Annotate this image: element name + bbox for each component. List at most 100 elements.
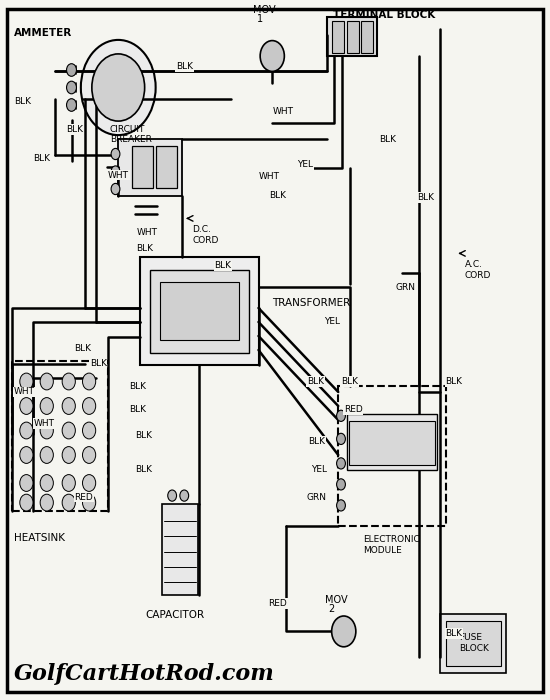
Text: BLK: BLK: [135, 431, 152, 440]
Circle shape: [82, 494, 96, 511]
Circle shape: [20, 475, 33, 491]
Text: BLK: BLK: [308, 437, 325, 445]
Bar: [332, 21, 344, 52]
Text: AMMETER: AMMETER: [14, 28, 72, 38]
Circle shape: [20, 398, 33, 414]
Bar: [118, 139, 182, 196]
Circle shape: [62, 422, 75, 439]
Text: FUSE
BLOCK: FUSE BLOCK: [459, 634, 489, 653]
Bar: [361, 21, 373, 52]
Circle shape: [67, 64, 76, 76]
Text: CIRCUIT
BREAKER: CIRCUIT BREAKER: [110, 125, 152, 144]
Text: BLK: BLK: [90, 360, 107, 368]
Circle shape: [332, 616, 356, 647]
Text: WHT: WHT: [34, 419, 55, 428]
Text: RED: RED: [268, 599, 287, 608]
Text: A.C.
CORD: A.C. CORD: [465, 260, 491, 280]
Bar: [140, 257, 258, 365]
Text: ELECTRONIC
MODULE: ELECTRONIC MODULE: [363, 536, 420, 555]
Text: TRANSFORMER: TRANSFORMER: [272, 298, 350, 308]
Text: YEL: YEL: [311, 465, 327, 473]
Text: CAPACITOR: CAPACITOR: [146, 610, 205, 620]
Text: BLK: BLK: [136, 244, 153, 253]
Text: BLK: BLK: [176, 62, 193, 71]
Bar: [156, 146, 177, 188]
Circle shape: [67, 99, 76, 111]
Circle shape: [82, 398, 96, 414]
Circle shape: [40, 475, 53, 491]
Text: BLK: BLK: [270, 192, 287, 200]
Text: BLK: BLK: [129, 405, 146, 414]
Text: YEL: YEL: [324, 318, 340, 326]
Text: GRN: GRN: [307, 493, 327, 501]
Text: BLK: BLK: [446, 629, 463, 638]
Text: GRN: GRN: [396, 283, 416, 291]
Circle shape: [92, 54, 145, 121]
Circle shape: [40, 373, 53, 390]
Circle shape: [62, 398, 75, 414]
Bar: [327, 18, 377, 56]
Circle shape: [40, 447, 53, 463]
Circle shape: [82, 422, 96, 439]
Circle shape: [337, 479, 345, 490]
Bar: [346, 21, 359, 52]
Bar: [162, 504, 198, 595]
Text: BLK: BLK: [129, 382, 146, 391]
Circle shape: [62, 373, 75, 390]
Text: MOV: MOV: [253, 6, 276, 15]
Circle shape: [111, 183, 120, 195]
Circle shape: [20, 447, 33, 463]
Circle shape: [81, 40, 156, 135]
Text: D.C.
CORD: D.C. CORD: [192, 225, 219, 245]
Bar: [160, 282, 239, 340]
Text: BLK: BLK: [307, 377, 324, 386]
Circle shape: [20, 422, 33, 439]
Text: BLK: BLK: [33, 155, 50, 163]
Circle shape: [20, 494, 33, 511]
Circle shape: [260, 41, 284, 71]
Circle shape: [82, 373, 96, 390]
Text: WHT: WHT: [258, 172, 279, 181]
Circle shape: [40, 494, 53, 511]
Text: WHT: WHT: [108, 171, 129, 179]
Circle shape: [168, 490, 177, 501]
Bar: [338, 386, 446, 526]
Text: YEL: YEL: [297, 160, 313, 169]
Bar: [346, 414, 437, 470]
Circle shape: [67, 81, 76, 94]
Text: BLK: BLK: [379, 136, 397, 144]
Text: 1: 1: [257, 15, 263, 24]
Text: BLK: BLK: [214, 262, 232, 270]
Circle shape: [40, 398, 53, 414]
Text: WHT: WHT: [136, 228, 157, 237]
Circle shape: [111, 166, 120, 177]
Circle shape: [111, 148, 120, 160]
Text: BLK: BLK: [14, 97, 31, 106]
Circle shape: [180, 490, 189, 501]
Circle shape: [62, 447, 75, 463]
Bar: [150, 270, 249, 353]
Bar: [12, 360, 108, 511]
Circle shape: [337, 433, 345, 444]
Circle shape: [337, 458, 345, 469]
Text: BLK: BLK: [341, 377, 358, 386]
Text: RED: RED: [344, 405, 362, 414]
Text: GolfCartHotRod.com: GolfCartHotRod.com: [14, 663, 274, 685]
Circle shape: [82, 447, 96, 463]
Text: BLK: BLK: [74, 344, 91, 353]
Text: MOV: MOV: [324, 595, 347, 605]
Bar: [132, 146, 153, 188]
Circle shape: [62, 475, 75, 491]
Text: WHT: WHT: [272, 108, 293, 116]
Text: 2: 2: [328, 604, 334, 614]
Text: TERMINAL BLOCK: TERMINAL BLOCK: [333, 10, 435, 20]
Text: WHT: WHT: [14, 388, 35, 396]
Circle shape: [62, 494, 75, 511]
Bar: [446, 621, 501, 666]
Text: BLK: BLK: [446, 377, 463, 386]
Text: RED: RED: [74, 493, 93, 501]
Circle shape: [82, 475, 96, 491]
Text: BLK: BLK: [66, 125, 83, 134]
Text: HEATSINK: HEATSINK: [14, 533, 65, 543]
Text: BLK: BLK: [135, 465, 152, 473]
